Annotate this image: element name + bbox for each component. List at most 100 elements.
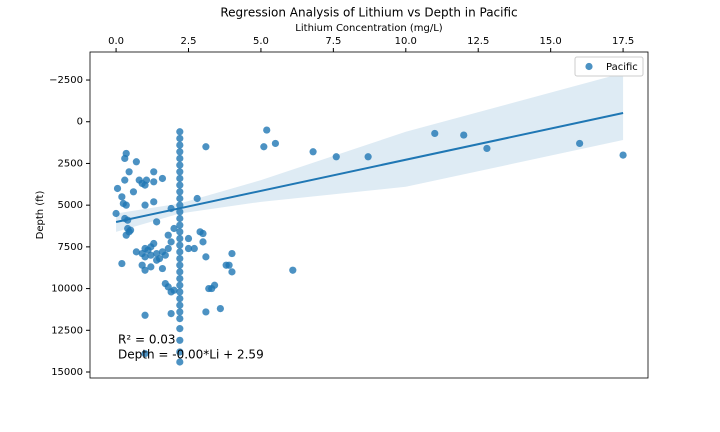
annotation: Depth = -0.00*Li + 2.59 <box>118 348 264 362</box>
point <box>176 348 184 356</box>
point <box>176 254 184 263</box>
point <box>122 149 130 158</box>
y-tick-label: 15000 <box>51 367 83 378</box>
point <box>176 221 184 229</box>
point <box>202 308 210 316</box>
point <box>158 264 167 273</box>
point <box>176 208 184 216</box>
point <box>176 248 184 256</box>
point <box>176 315 184 323</box>
point <box>483 144 491 153</box>
point <box>164 244 172 253</box>
point <box>118 193 126 201</box>
point <box>121 176 129 184</box>
regression-line <box>115 112 624 223</box>
point <box>176 301 184 309</box>
point <box>158 174 167 183</box>
legend-box <box>574 56 644 77</box>
point <box>132 248 140 256</box>
x-tick-label: 5.0 <box>253 36 269 47</box>
x-tick-label: 12.5 <box>467 36 489 47</box>
x-tick-label: 7.5 <box>325 36 341 47</box>
point <box>161 251 169 259</box>
point <box>199 238 207 246</box>
point <box>216 304 224 313</box>
annotation: R² = 0.03 <box>118 333 176 347</box>
point <box>141 311 149 319</box>
point <box>164 231 172 239</box>
x-tick-label: 10.0 <box>395 36 417 47</box>
plot-frame <box>89 51 649 379</box>
legend-label: Pacific <box>606 62 638 73</box>
point <box>364 153 372 161</box>
point <box>228 249 236 258</box>
y-tick-label: 2500 <box>58 158 83 169</box>
point <box>176 214 184 223</box>
point <box>132 158 140 166</box>
point <box>176 308 184 316</box>
point <box>260 143 268 151</box>
point <box>176 241 184 249</box>
confidence-band <box>116 73 624 232</box>
point <box>190 244 198 253</box>
x-axis-label: Lithium Concentration (mg/L) <box>295 23 442 34</box>
point <box>576 139 584 148</box>
point <box>289 266 297 274</box>
y-tick-label: 5000 <box>58 200 83 211</box>
point <box>142 176 151 184</box>
point <box>150 168 158 176</box>
point <box>225 261 233 269</box>
point <box>202 253 210 261</box>
point <box>271 139 280 148</box>
point <box>150 198 158 206</box>
point <box>176 174 184 183</box>
point <box>193 194 201 203</box>
point <box>141 350 149 358</box>
point <box>153 256 161 264</box>
point <box>176 325 184 333</box>
point <box>176 268 184 276</box>
point <box>167 238 175 246</box>
point <box>309 148 317 156</box>
point <box>176 128 184 136</box>
x-tick-label: 15.0 <box>540 36 562 47</box>
point <box>176 148 184 156</box>
point <box>150 239 158 248</box>
point <box>170 224 178 233</box>
point <box>147 251 155 259</box>
point <box>141 201 149 209</box>
point <box>210 281 219 289</box>
point <box>176 288 184 296</box>
point <box>460 131 468 139</box>
y-tick-label: 12500 <box>51 325 83 336</box>
point <box>141 244 149 253</box>
point <box>150 178 158 186</box>
point <box>176 141 184 149</box>
point <box>202 143 210 151</box>
point <box>184 234 193 243</box>
point <box>122 231 130 239</box>
point <box>176 134 184 143</box>
point <box>176 181 184 189</box>
y-tick-label: 0 <box>77 117 83 128</box>
point <box>332 153 340 161</box>
point <box>125 168 133 176</box>
y-tick-label: 7500 <box>58 242 83 253</box>
point <box>112 209 120 218</box>
point <box>228 268 236 276</box>
point <box>184 244 193 253</box>
point <box>619 151 627 159</box>
point <box>153 218 161 226</box>
y-tick-label: −2500 <box>49 75 83 86</box>
point <box>176 194 184 203</box>
point <box>176 161 184 169</box>
point <box>431 129 439 138</box>
y-tick-label: 10000 <box>51 284 83 295</box>
point <box>141 253 149 261</box>
point <box>176 281 184 289</box>
point <box>122 201 130 209</box>
point <box>176 294 184 303</box>
point <box>176 336 184 344</box>
point <box>176 234 184 243</box>
